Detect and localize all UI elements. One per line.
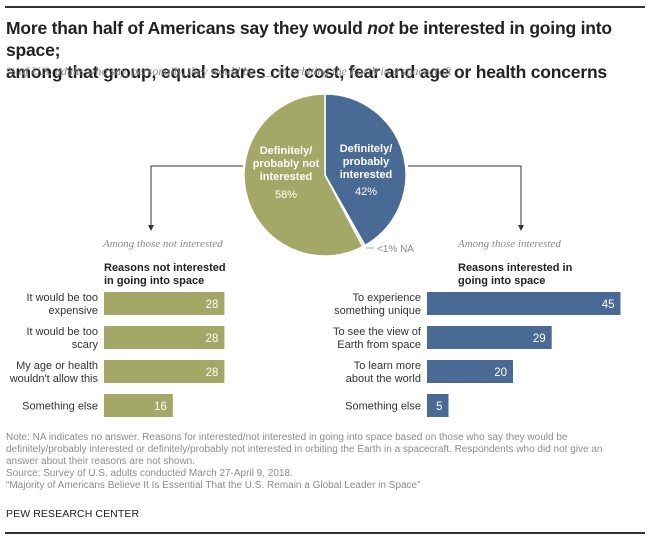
caption-not-interested: Among those not interested	[102, 238, 223, 250]
bar-value-label-not-interested: 16	[154, 401, 167, 413]
bar-title-not-interested: Reasons not interested	[104, 262, 226, 274]
title-emphasis: not	[367, 18, 394, 38]
bar-not-interested	[104, 326, 225, 349]
arrow-head-right	[518, 225, 524, 231]
pie-label-interested: interested	[340, 169, 393, 181]
pie-label-not-interested: interested	[260, 171, 313, 183]
pie-label-interested: Definitely/	[340, 143, 393, 155]
bar-not-interested	[104, 360, 225, 383]
bar-category-label-not-interested: scary	[72, 339, 99, 351]
bar-title-interested: going into space	[458, 275, 545, 287]
title-line1-end: be interested in going into space;	[6, 18, 612, 60]
pie-label-not-interested: Definitely/	[260, 145, 313, 157]
bar-title-interested: Reasons interested in	[458, 262, 573, 274]
pie-slice-not-interested	[243, 93, 364, 257]
pie-label-interested: probably	[343, 156, 390, 168]
pie-value-not-interested: 58%	[275, 189, 297, 201]
bar-category-label-interested: Something else	[345, 401, 421, 413]
bar-value-label-not-interested: 28	[206, 333, 219, 345]
note-line: definitely/probably interested or defini…	[6, 444, 603, 455]
arrow-head-left	[148, 225, 154, 231]
bar-category-label-not-interested: It would be too	[26, 326, 98, 338]
bar-not-interested	[104, 292, 225, 315]
source-line: Source: Survey of U.S. adults conducted …	[6, 468, 293, 479]
chart-title: More than half of Americans say they wou…	[6, 17, 646, 83]
source-organization: PEW RESEARCH CENTER	[6, 508, 140, 520]
bar-value-label-interested: 20	[494, 367, 507, 379]
title-line1-start: More than half of Americans say they wou…	[6, 18, 368, 38]
bar-value-label-interested: 45	[602, 299, 615, 311]
bar-category-label-interested: about the world	[346, 373, 421, 385]
top-rule	[5, 6, 645, 8]
pie-label-not-interested: probably not	[253, 158, 320, 170]
bar-category-label-interested: To learn more	[354, 360, 421, 372]
bar-category-label-interested: To see the view of	[333, 326, 422, 338]
bar-not-interested	[104, 394, 173, 417]
bar-category-label-interested: Earth from space	[337, 339, 421, 351]
arrow-connector-left	[150, 165, 243, 226]
bar-category-label-not-interested: expensive	[48, 305, 98, 317]
bar-value-label-interested: 29	[533, 333, 546, 345]
chart-subtitle: % of U.S. adults who say, personally, th…	[6, 64, 452, 78]
bar-category-label-not-interested: Something else	[22, 401, 98, 413]
report-title-line: “Majority of Americans Believe It Is Ess…	[6, 480, 421, 491]
bar-value-label-not-interested: 28	[206, 299, 219, 311]
bar-interested	[427, 292, 621, 315]
bar-value-label-interested: 5	[436, 401, 442, 413]
bar-category-label-not-interested: wouldn't allow this	[9, 373, 99, 385]
bar-category-label-interested: something unique	[334, 305, 421, 317]
caption-interested: Among those interested	[457, 238, 561, 250]
note-line: answer about their reasons are not shown…	[6, 456, 195, 467]
pie-label-na: <1% NA	[377, 244, 414, 255]
arrow-connector-right	[408, 165, 522, 226]
bar-category-label-interested: To experience	[353, 292, 422, 304]
note-line: Note: NA indicates no answer. Reasons fo…	[6, 432, 568, 443]
bar-interested	[427, 326, 552, 349]
pie-value-interested: 42%	[355, 186, 377, 198]
pie-slice-interested	[324, 93, 407, 247]
bar-interested	[427, 360, 513, 383]
title-line2: among that group, equal shares cite cost…	[6, 62, 607, 82]
bar-interested	[427, 394, 449, 417]
bar-category-label-not-interested: It would be too	[26, 292, 98, 304]
bar-value-label-not-interested: 28	[206, 367, 219, 379]
bar-category-label-not-interested: My age or health	[16, 360, 98, 372]
bottom-rule	[5, 532, 645, 534]
bar-title-not-interested: in going into space	[104, 275, 204, 287]
notes: Note: NA indicates no answer. Reasons fo…	[6, 432, 646, 492]
